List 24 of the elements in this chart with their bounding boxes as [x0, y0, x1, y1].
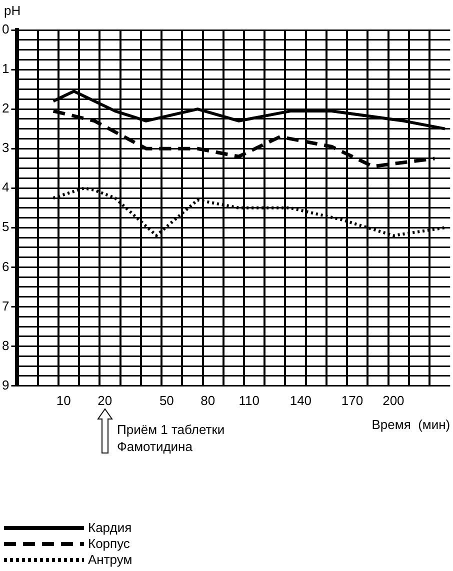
y-tick-label: 2: [2, 100, 10, 116]
y-tick-label: 1: [2, 61, 10, 76]
x-tick-label: 20: [98, 393, 112, 408]
x-tick-label: 110: [238, 393, 260, 408]
x-axis-title: Время (мин): [372, 416, 450, 432]
y-tick-label: 8: [2, 338, 10, 353]
legend-label: Антрум: [88, 552, 132, 567]
y-tick-label: 4: [2, 180, 10, 195]
x-tick-label: 10: [56, 393, 71, 408]
x-tick-label: 50: [159, 393, 174, 408]
x-tick-label: 200: [382, 393, 404, 408]
x-tick-label: 140: [290, 393, 312, 408]
legend-label: Корпус: [88, 536, 130, 551]
y-tick-label: 7: [2, 298, 10, 314]
x-tick-label: 170: [341, 393, 364, 408]
y-tick-label: 6: [2, 258, 10, 274]
y-tick-label: 9: [2, 377, 10, 392]
y-tick-label: 3: [2, 140, 10, 156]
y-axis-title: pH: [4, 3, 21, 18]
y-tick-label: 0: [2, 22, 10, 37]
text: Приём 1 таблетки Фамотидина: [117, 422, 225, 454]
legend-label: Кардия: [88, 520, 132, 535]
y-tick-label: 5: [2, 219, 10, 234]
x-tick-label: 80: [200, 393, 216, 408]
